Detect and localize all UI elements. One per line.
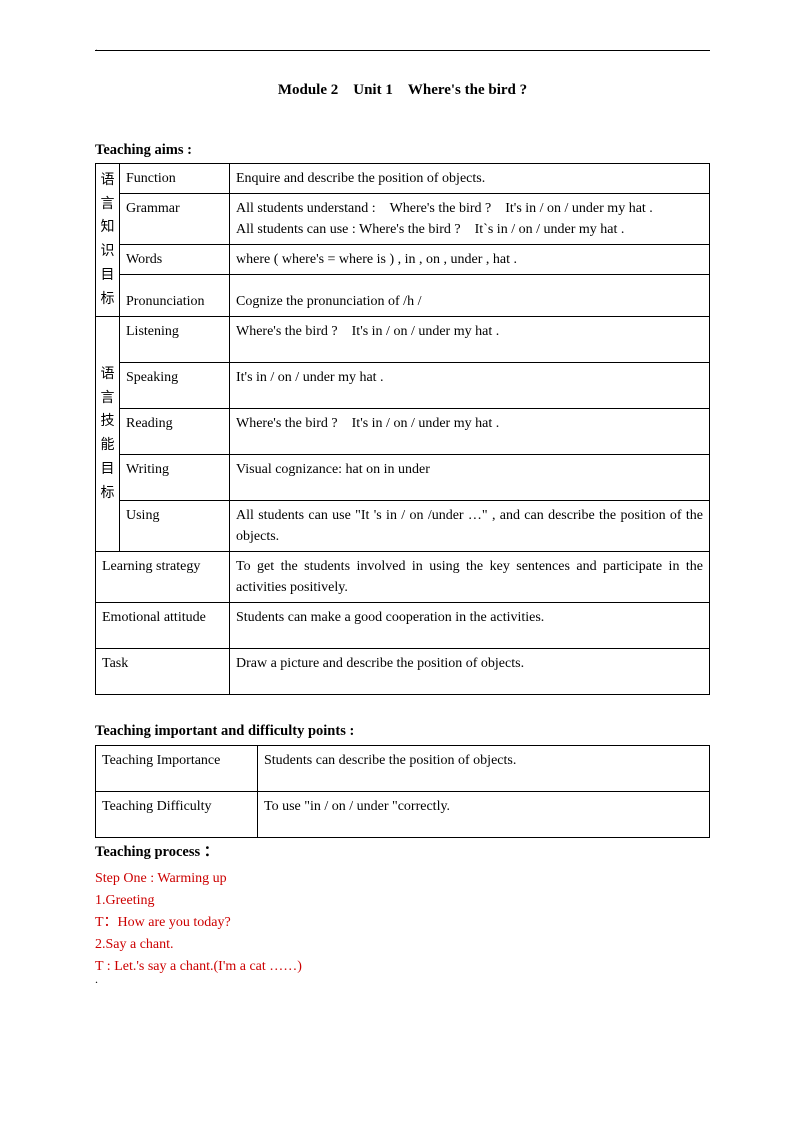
pron-label: Pronunciation	[120, 275, 230, 317]
listening-text: Where's the bird ? It's in / on / under …	[230, 317, 710, 363]
importance-text: Students can describe the position of ob…	[258, 746, 710, 792]
using-label: Using	[120, 501, 230, 552]
reading-label: Reading	[120, 409, 230, 455]
emotional-label: Emotional attitude	[96, 603, 230, 649]
task-text: Draw a picture and describe the position…	[230, 649, 710, 695]
aims-heading: Teaching aims :	[95, 140, 710, 162]
speaking-text: It's in / on / under my hat .	[230, 363, 710, 409]
top-rule	[95, 50, 710, 51]
table-row: Pronunciation Cognize the pronunciation …	[96, 275, 710, 317]
table-row: Grammar All students understand : Where'…	[96, 194, 710, 245]
using-text: All students can use "It 's in / on /und…	[230, 501, 710, 552]
table-row: 语 言 技 能 目 标 Listening Where's the bird ?…	[96, 317, 710, 363]
writing-text: Visual cognizance: hat on in under	[230, 455, 710, 501]
points-heading: Teaching important and difficulty points…	[95, 721, 710, 743]
learning-text: To get the students involved in using th…	[230, 552, 710, 603]
table-row: Speaking It's in / on / under my hat .	[96, 363, 710, 409]
table-row: Words where ( where's = where is ) , in …	[96, 245, 710, 275]
document-page: . Module 2 Unit 1 Where's the bird ? Tea…	[0, 0, 800, 1018]
process-block: Step One : Warming up 1.Greeting T：How a…	[95, 868, 710, 977]
table-row: Task Draw a picture and describe the pos…	[96, 649, 710, 695]
reading-text: Where's the bird ? It's in / on / under …	[230, 409, 710, 455]
pron-text: Cognize the pronunciation of /h /	[230, 275, 710, 317]
importance-label: Teaching Importance	[96, 746, 258, 792]
task-label: Task	[96, 649, 230, 695]
words-label: Words	[120, 245, 230, 275]
grammar-label: Grammar	[120, 194, 230, 245]
listening-label: Listening	[120, 317, 230, 363]
table-row: Reading Where's the bird ? It's in / on …	[96, 409, 710, 455]
group1-label: 语 言 知 识 目 标	[96, 164, 120, 317]
process-line: T : Let.'s say a chant.(I'm a cat ……)	[95, 956, 710, 977]
table-row: 语 言 知 识 目 标 Function Enquire and describ…	[96, 164, 710, 194]
group2-label: 语 言 技 能 目 标	[96, 317, 120, 552]
table-row: Teaching Importance Students can describ…	[96, 746, 710, 792]
table-row: Writing Visual cognizance: hat on in und…	[96, 455, 710, 501]
words-text: where ( where's = where is ) , in , on ,…	[230, 245, 710, 275]
footer-dot: .	[95, 970, 98, 988]
aims-table: 语 言 知 识 目 标 Function Enquire and describ…	[95, 163, 710, 695]
process-line: 2.Say a chant.	[95, 934, 710, 955]
page-title: Module 2 Unit 1 Where's the bird ?	[95, 79, 710, 102]
points-table: Teaching Importance Students can describ…	[95, 745, 710, 838]
difficulty-label: Teaching Difficulty	[96, 792, 258, 838]
table-row: Emotional attitude Students can make a g…	[96, 603, 710, 649]
process-heading: Teaching process ：	[95, 842, 710, 864]
process-line: T：How are you today?	[95, 912, 710, 933]
process-line: 1.Greeting	[95, 890, 710, 911]
emotional-text: Students can make a good cooperation in …	[230, 603, 710, 649]
writing-label: Writing	[120, 455, 230, 501]
table-row: Using All students can use "It 's in / o…	[96, 501, 710, 552]
function-text: Enquire and describe the position of obj…	[230, 164, 710, 194]
grammar-text: All students understand : Where's the bi…	[230, 194, 710, 245]
table-row: Learning strategy To get the students in…	[96, 552, 710, 603]
difficulty-text: To use "in / on / under "correctly.	[258, 792, 710, 838]
table-row: Teaching Difficulty To use "in / on / un…	[96, 792, 710, 838]
learning-label: Learning strategy	[96, 552, 230, 603]
function-label: Function	[120, 164, 230, 194]
process-line: Step One : Warming up	[95, 868, 710, 889]
speaking-label: Speaking	[120, 363, 230, 409]
header-dot: .	[95, 38, 98, 56]
